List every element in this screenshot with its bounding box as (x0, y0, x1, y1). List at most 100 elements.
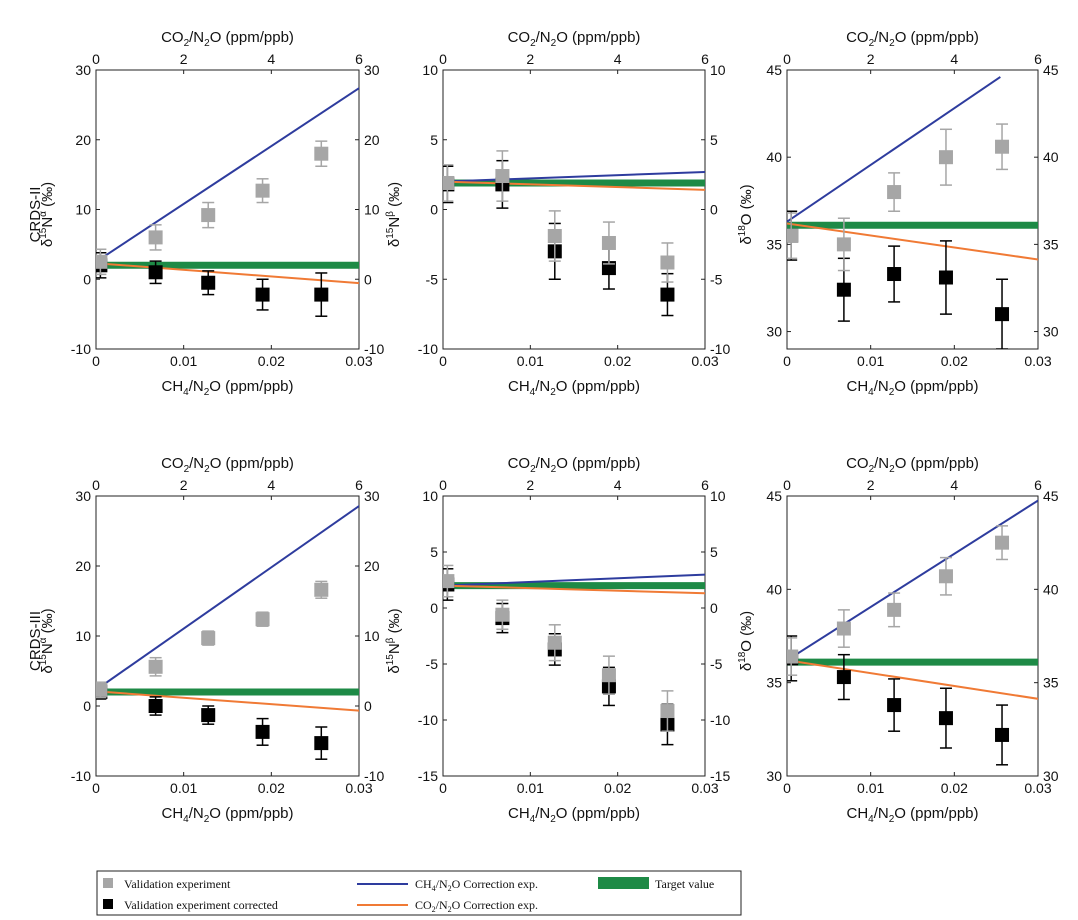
validation-point (787, 228, 799, 243)
y2-tick-label: 0 (710, 202, 718, 218)
ch4-correction-line (96, 504, 359, 691)
y2-tick-label: 45 (1043, 62, 1059, 78)
corrected-point (314, 287, 329, 302)
x2-tick-label: 0 (783, 51, 791, 67)
y-tick-label: 45 (766, 62, 782, 78)
validation-point (495, 607, 510, 622)
x-tick-label: 0.01 (517, 353, 544, 369)
x-tick-label: 0.01 (170, 353, 197, 369)
y-axis-label: δ15Nβ (‰) (385, 608, 403, 673)
legend-validation-label: Validation experiment (124, 877, 231, 891)
y-tick-label: 20 (75, 558, 91, 574)
x-tick-label: 0 (92, 353, 100, 369)
x2-tick-label: 4 (950, 51, 958, 67)
y-tick-label: -10 (71, 768, 91, 784)
y2-tick-label: 10 (364, 202, 380, 218)
x2-axis-label: CO2/N2O (ppm/ppb) (161, 29, 294, 49)
x2-axis-label: CO2/N2O (ppm/ppb) (846, 29, 979, 49)
x-axis-label: CH4/N2O (ppm/ppb) (508, 378, 640, 398)
y-tick-label: 0 (430, 202, 438, 218)
corrected-point (255, 724, 270, 739)
x-tick-label: 0.01 (857, 780, 884, 796)
y2-tick-label: 5 (710, 132, 718, 148)
y-axis-label: δ18O (‰) (737, 184, 755, 244)
x2-tick-label: 6 (701, 477, 709, 493)
y-axis-label: δ15Nα (‰) (38, 182, 56, 247)
y-tick-label: 35 (766, 675, 782, 691)
x-axis-label: CH4/N2O (ppm/ppb) (847, 378, 979, 398)
x2-tick-label: 0 (92, 477, 100, 493)
corrected-point (887, 267, 902, 282)
panel-crds-ii-n15b: 0 0.01 0.02 0.03 0 2 4 6 -10 -10 -5 -5 0 0 5 5 10 10 δ15Nβ… (385, 51, 730, 369)
corrected-point (660, 287, 675, 302)
x2-tick-label: 2 (180, 51, 188, 67)
y-tick-label: 30 (766, 768, 782, 784)
x2-tick-label: 6 (1034, 51, 1042, 67)
y2-tick-label: 45 (1043, 488, 1059, 504)
x-tick-label: 0.03 (345, 353, 372, 369)
x-tick-label: 0 (92, 780, 100, 796)
x2-tick-label: 6 (701, 51, 709, 67)
validation-point (601, 235, 616, 250)
x-tick-label: 0 (783, 780, 791, 796)
x2-tick-label: 0 (439, 51, 447, 67)
x2-tick-label: 4 (267, 477, 275, 493)
panel-crds-ii-o18: 0 0.01 0.02 0.03 0 2 4 6 30 30 35 35 40 40 45 45 δ18O (‰… (737, 51, 1059, 369)
axes-frame (95, 495, 360, 777)
x2-axis-label: CO2/N2O (ppm/ppb) (846, 455, 979, 475)
corrected-point (148, 699, 163, 713)
validation-point (148, 659, 163, 674)
legend-ch4-label: CH4/N2O Correction exp. (415, 877, 538, 893)
y-tick-label: 5 (430, 132, 438, 148)
legend-corrected-marker (103, 899, 113, 909)
y-tick-label: 0 (83, 271, 91, 287)
y-tick-label: 30 (75, 488, 91, 504)
y2-tick-label: -5 (710, 656, 723, 672)
validation-point (601, 668, 616, 683)
x-tick-label: 0 (783, 353, 791, 369)
y2-tick-label: 35 (1043, 675, 1059, 691)
axes-frame (95, 69, 360, 350)
y-tick-label: -15 (418, 768, 438, 784)
x-axis-label: CH4/N2O (ppm/ppb) (847, 805, 979, 825)
x2-tick-label: 6 (355, 477, 363, 493)
y2-tick-label: 0 (710, 600, 718, 616)
x2-tick-label: 2 (867, 51, 875, 67)
validation-point (96, 682, 108, 697)
y2-tick-label: -15 (710, 768, 730, 784)
y-axis-label: δ15Nα (‰) (38, 608, 56, 673)
validation-point (787, 649, 799, 664)
validation-point (836, 237, 851, 252)
x-tick-label: 0.03 (1024, 353, 1051, 369)
x2-tick-label: 2 (867, 477, 875, 493)
x2-axis-label: CO2/N2O (ppm/ppb) (508, 455, 641, 475)
y2-tick-label: 20 (364, 558, 380, 574)
validation-point (995, 139, 1010, 154)
ch4-correction-line (96, 87, 359, 263)
x2-axis-label: CO2/N2O (ppm/ppb) (161, 455, 294, 475)
validation-point (443, 574, 455, 589)
validation-point (148, 230, 163, 245)
x-tick-label: 0.02 (604, 353, 631, 369)
y2-tick-label: -10 (364, 341, 384, 357)
validation-point (887, 602, 902, 617)
corrected-point (887, 698, 902, 713)
y-tick-label: 45 (766, 488, 782, 504)
x2-tick-label: 0 (439, 477, 447, 493)
corrected-point (995, 307, 1010, 322)
y-tick-label: 30 (75, 62, 91, 78)
validation-point (255, 612, 270, 627)
axes-frame (442, 495, 706, 777)
x2-tick-label: 6 (1034, 477, 1042, 493)
corrected-point (148, 265, 163, 280)
corrected-point (938, 711, 953, 726)
y-axis-label: δ15Nβ (‰) (385, 182, 403, 247)
x2-tick-label: 4 (950, 477, 958, 493)
x-tick-label: 0.02 (258, 780, 285, 796)
corrected-point (255, 287, 270, 302)
y-tick-label: 30 (766, 324, 782, 340)
y2-tick-label: -10 (364, 768, 384, 784)
validation-point (938, 150, 953, 165)
x2-tick-label: 4 (267, 51, 275, 67)
